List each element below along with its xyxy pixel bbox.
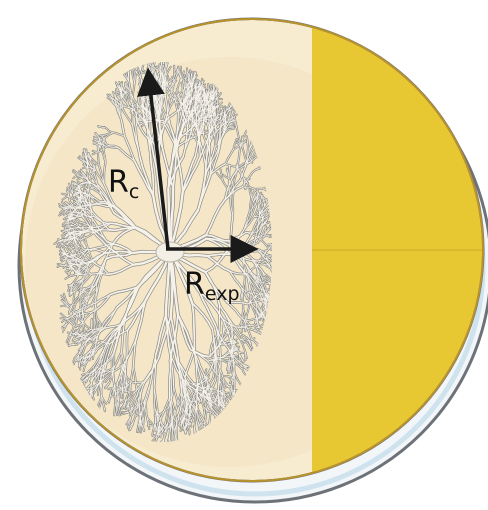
- colony-branch: [219, 305, 220, 332]
- page: Rc Rexp (() => { const data = JSON.parse…: [0, 0, 488, 510]
- colony-branch: [127, 330, 128, 358]
- petri-dish-diagram: Rc Rexp: [0, 0, 488, 510]
- colony-branch: [132, 382, 145, 383]
